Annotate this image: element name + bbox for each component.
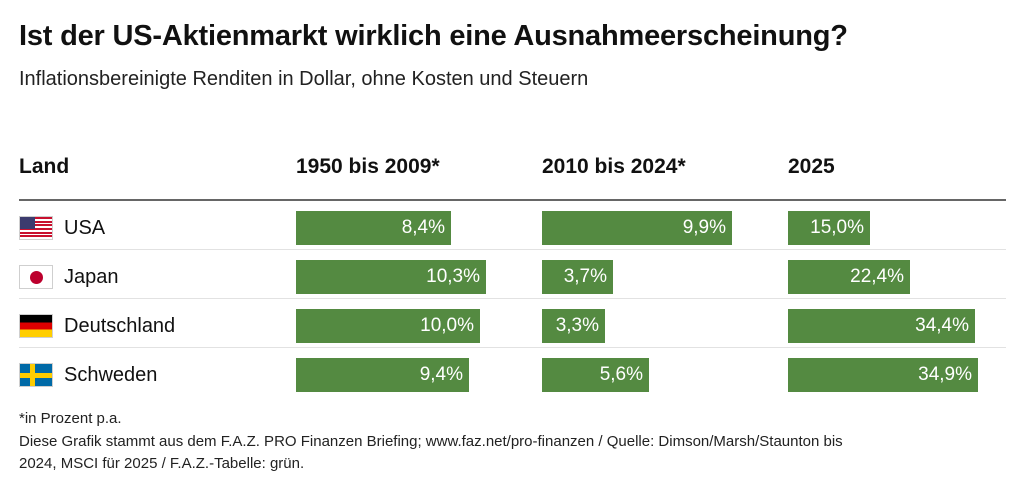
footnote: *in Prozent p.a. xyxy=(19,410,122,427)
data-label: 10,0% xyxy=(420,315,474,336)
bar xyxy=(788,358,978,392)
row-divider xyxy=(19,347,1006,348)
country-name: USA xyxy=(64,216,106,239)
data-label: 22,4% xyxy=(850,266,904,287)
data-label: 9,4% xyxy=(419,364,463,385)
chart-subtitle: Inflationsbereinigte Renditen in Dollar,… xyxy=(19,68,589,90)
data-label: 34,9% xyxy=(918,364,972,385)
country-cell: Japan xyxy=(19,260,119,294)
data-label: 3,7% xyxy=(563,266,607,287)
column-header-1950-2009: 1950 bis 2009* xyxy=(296,155,440,178)
us-flag-icon xyxy=(19,216,53,240)
data-label: 9,9% xyxy=(682,217,726,238)
bar xyxy=(296,260,486,294)
bar xyxy=(296,211,451,245)
column-header-2010-2024: 2010 bis 2024* xyxy=(542,155,686,178)
country-name: Schweden xyxy=(64,363,158,386)
data-label: 34,4% xyxy=(915,315,969,336)
bar xyxy=(788,260,910,294)
germany-flag-icon xyxy=(19,314,53,338)
source-line-2: 2024, MSCI für 2025 / F.A.Z.-Tabelle: gr… xyxy=(19,455,305,472)
sweden-flag-icon xyxy=(19,363,53,387)
bar xyxy=(542,211,732,245)
country-name: Japan xyxy=(64,265,119,288)
data-label: 3,3% xyxy=(555,315,599,336)
source-line-1: Diese Grafik stammt aus dem F.A.Z. PRO F… xyxy=(19,433,843,450)
row-divider xyxy=(19,298,1006,299)
bar xyxy=(542,260,613,294)
bar xyxy=(542,358,649,392)
bar xyxy=(788,309,975,343)
bar xyxy=(296,358,469,392)
header-divider xyxy=(19,199,1006,201)
data-label: 15,0% xyxy=(810,217,864,238)
bar xyxy=(296,309,480,343)
data-label: 8,4% xyxy=(401,217,445,238)
country-cell: USA xyxy=(19,211,105,245)
row-divider xyxy=(19,249,1006,250)
country-cell: Schweden xyxy=(19,358,157,392)
bar xyxy=(788,211,870,245)
column-header-land: Land xyxy=(19,155,70,178)
bar xyxy=(542,309,605,343)
data-label: 5,6% xyxy=(599,364,643,385)
chart-title: Ist der US-Aktienmarkt wirklich eine Aus… xyxy=(19,20,848,52)
data-label: 10,3% xyxy=(426,266,480,287)
japan-flag-icon xyxy=(19,265,53,289)
country-cell: Deutschland xyxy=(19,309,175,343)
column-header-2025: 2025 xyxy=(788,155,835,178)
country-name: Deutschland xyxy=(64,314,176,337)
